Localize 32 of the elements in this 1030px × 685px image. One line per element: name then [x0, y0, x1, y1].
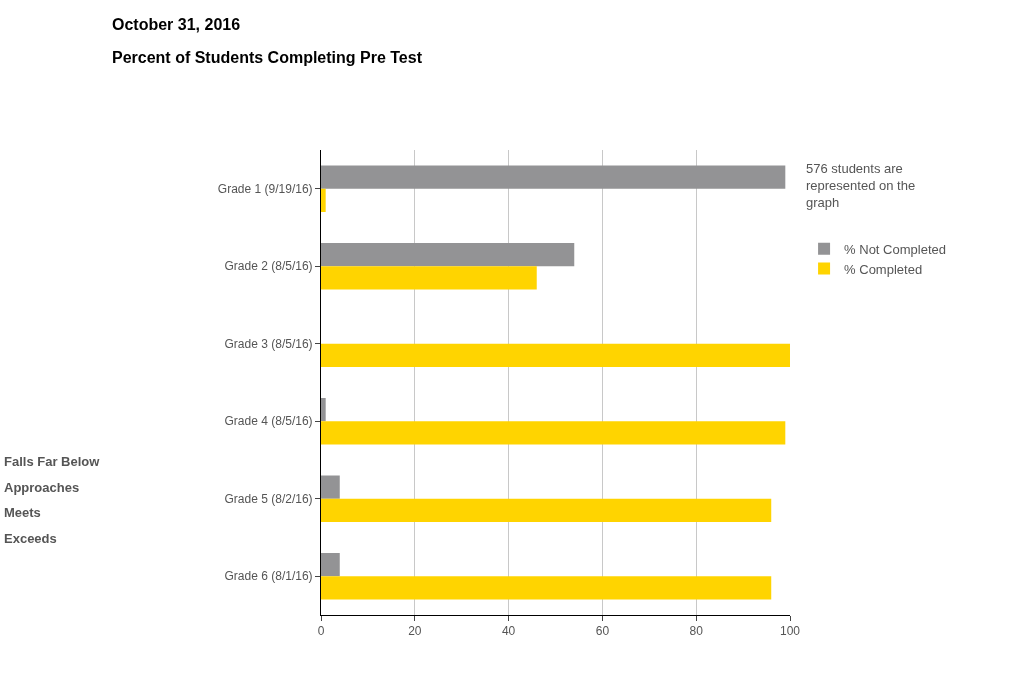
bar	[321, 343, 790, 367]
y-tick-label: Grade 3 (8/5/16)	[224, 336, 313, 351]
text: Approaches	[4, 480, 80, 495]
bar	[321, 188, 326, 212]
y-tick-label: Grade 1 (9/19/16)	[217, 181, 313, 196]
x-tick-label: 100	[779, 624, 801, 639]
bar	[321, 243, 575, 267]
y-tick-label: Grade 4 (8/5/16)	[224, 414, 313, 429]
text: Exceeds	[4, 531, 57, 546]
x-tick-label: 80	[689, 624, 704, 639]
legend-label: % Not Completed	[844, 241, 946, 257]
y-tick-label: Grade 6 (8/1/16)	[224, 569, 313, 584]
bar	[321, 475, 340, 499]
bar	[321, 498, 772, 522]
text: 576 students are represented on the graph	[806, 161, 916, 210]
legend-label: % Completed	[844, 261, 923, 277]
text: October 31, 2016	[112, 16, 241, 33]
y-tick-label: Grade 2 (8/5/16)	[224, 259, 313, 274]
x-tick-label: 20	[408, 624, 422, 639]
bar	[321, 266, 537, 290]
text: Meets	[4, 505, 41, 520]
y-tick-label: Grade 5 (8/2/16)	[224, 491, 313, 506]
text: Falls Far Below	[4, 454, 101, 469]
chart-subtitle: Percent of Students Completing Pre Test	[112, 49, 423, 66]
bar	[321, 421, 786, 445]
bar	[321, 576, 772, 600]
x-tick-label: 40	[501, 624, 516, 639]
bar	[321, 165, 786, 189]
x-tick-label: 0	[317, 624, 325, 639]
bar	[321, 553, 340, 577]
bar	[321, 398, 326, 422]
x-tick-label: 60	[595, 624, 610, 639]
